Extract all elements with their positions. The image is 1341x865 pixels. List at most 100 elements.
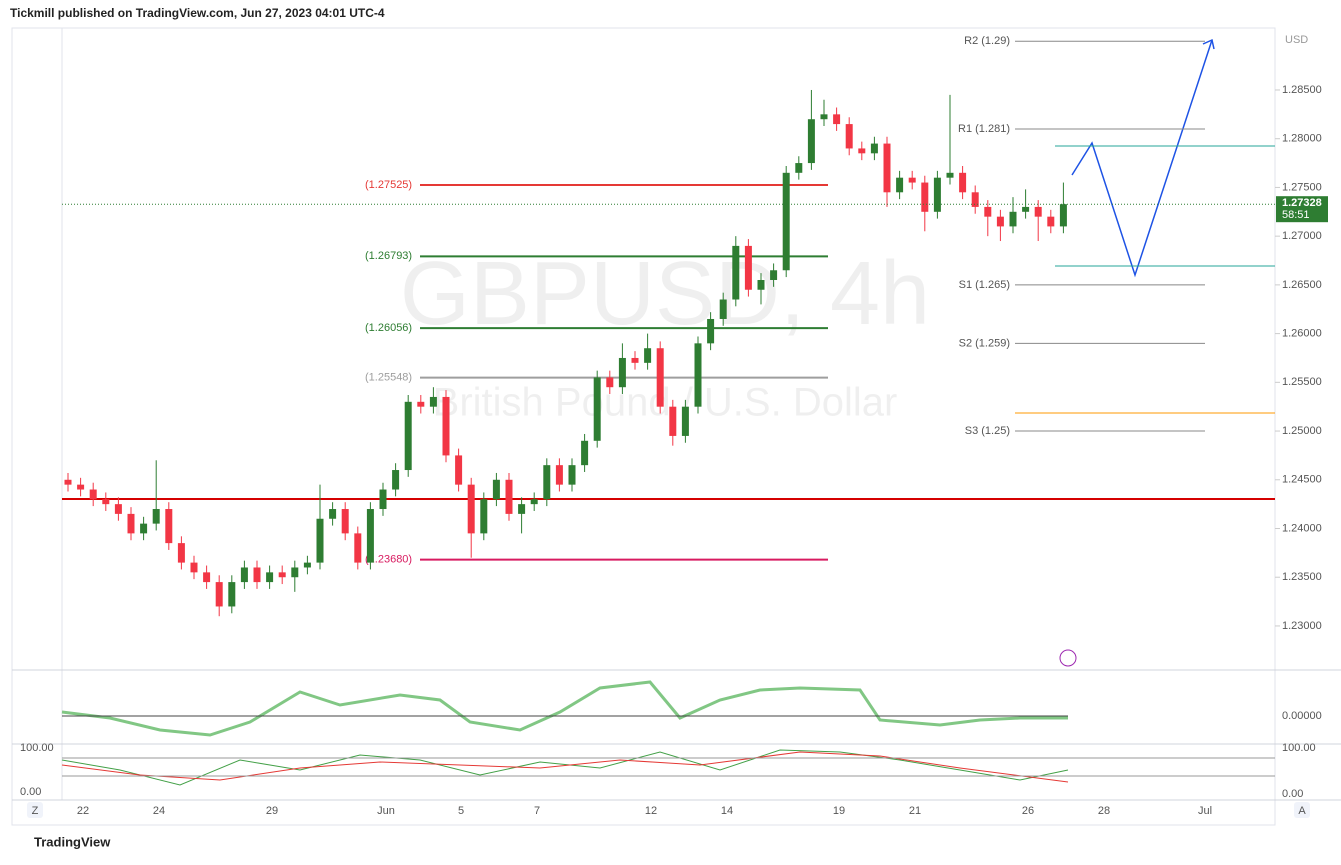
x-tick-label: 26 [1022, 805, 1034, 817]
candle-body [1047, 216, 1055, 227]
last-price-label: 1.27328 [1282, 197, 1322, 209]
price-badge [1276, 196, 1328, 223]
candle-body [757, 280, 765, 290]
candle-body [190, 562, 198, 573]
candle-body [581, 440, 589, 466]
candle-body [996, 216, 1004, 227]
candle-body [883, 143, 891, 193]
x-tick-label: 29 [266, 805, 278, 817]
candle-body [555, 465, 563, 485]
x-tick-label: 19 [833, 805, 845, 817]
candle-body [644, 348, 652, 363]
candle-body [165, 509, 173, 544]
candle-body [971, 192, 979, 207]
y-tick-label: 1.26500 [1282, 279, 1322, 291]
header: Tickmill published on TradingView.com, J… [10, 6, 385, 20]
candle-body [177, 543, 185, 563]
y-tick-label: 1.26000 [1282, 328, 1322, 340]
zoom-label: Z [32, 805, 39, 817]
candle-body [404, 401, 412, 471]
candle-body [820, 114, 828, 120]
y-tick-label: 1.25500 [1282, 376, 1322, 388]
candle-body [568, 465, 576, 485]
x-tick-label: 24 [153, 805, 165, 817]
candle-body [593, 377, 601, 441]
x-tick-label: 14 [721, 805, 733, 817]
candle-body [946, 172, 954, 178]
alert-icon[interactable] [1059, 649, 1077, 667]
fib-label: (1.23680) [365, 554, 412, 566]
x-tick-label: Jun [377, 805, 395, 817]
pivot-label: R2 (1.29) [964, 35, 1010, 47]
candle-body [77, 484, 85, 490]
fib-label: (1.25548) [365, 372, 412, 384]
candle-body [291, 567, 299, 578]
candle-body [656, 348, 664, 407]
candle-body [669, 406, 677, 436]
candle-body [392, 470, 400, 490]
candle-body [833, 114, 841, 125]
auto-button[interactable] [1294, 802, 1310, 818]
x-tick-label: 22 [77, 805, 89, 817]
oscillator [61, 680, 1068, 737]
candle-body [341, 509, 349, 534]
candle-body [102, 499, 110, 505]
y-tick-label: 1.28000 [1282, 133, 1322, 145]
countdown: 58:51 [1282, 209, 1310, 221]
fib-label: (1.26793) [365, 250, 412, 262]
candle-body [631, 357, 639, 363]
y-tick-label: 1.25000 [1282, 425, 1322, 437]
x-tick-label: 28 [1098, 805, 1110, 817]
osc-label: 0.00000 [1282, 710, 1322, 722]
candle-body [429, 396, 437, 407]
candle-body [870, 143, 878, 154]
candle-body [984, 206, 992, 217]
candle-body [417, 401, 425, 407]
candle-body [807, 119, 815, 164]
candle-body [543, 465, 551, 500]
candle-body [959, 172, 967, 193]
candle-body [933, 177, 941, 212]
stoch-d [61, 751, 1069, 783]
x-tick-label: 12 [645, 805, 657, 817]
candle-body [215, 582, 223, 607]
candle-body [505, 479, 513, 514]
candle-body [1034, 206, 1042, 217]
candle-body [694, 343, 702, 407]
candle-body [795, 163, 803, 173]
candle-body [858, 148, 866, 154]
y-tick-label: 1.27000 [1282, 230, 1322, 242]
candle-body [152, 509, 160, 524]
footer: TradingView [34, 834, 111, 849]
y-tick-label: 1.24500 [1282, 474, 1322, 486]
candle-body [140, 523, 148, 534]
candle-body [467, 484, 475, 534]
zoom-button[interactable] [27, 802, 43, 818]
candle-body [114, 504, 122, 514]
candle-body [203, 572, 211, 583]
candle-body [770, 270, 778, 281]
candle-body [618, 357, 626, 388]
candle-body [530, 499, 538, 505]
watermark-sub: British Pound / U.S. Dollar [433, 381, 898, 425]
x-tick-label: 7 [534, 805, 540, 817]
candle-body [266, 572, 274, 583]
projection-arrow [1071, 39, 1213, 278]
candle-body [707, 318, 715, 344]
pivot-label: S2 (1.259) [959, 337, 1010, 349]
osc-label: 0.00 [1282, 788, 1303, 800]
y-tick-label: 1.23000 [1282, 620, 1322, 632]
candle-body [1022, 206, 1030, 212]
candle-body [732, 245, 740, 300]
pivot-label: R1 (1.281) [958, 123, 1010, 135]
candle-body [240, 567, 248, 583]
candle-body [127, 513, 135, 534]
x-tick-label: Jul [1198, 805, 1212, 817]
candle-body [455, 455, 463, 485]
candle-body [921, 182, 929, 212]
candle-body [845, 124, 853, 149]
arrow-head [1202, 38, 1215, 50]
pivot-label: S1 (1.265) [959, 279, 1010, 291]
candle-body [782, 172, 790, 271]
